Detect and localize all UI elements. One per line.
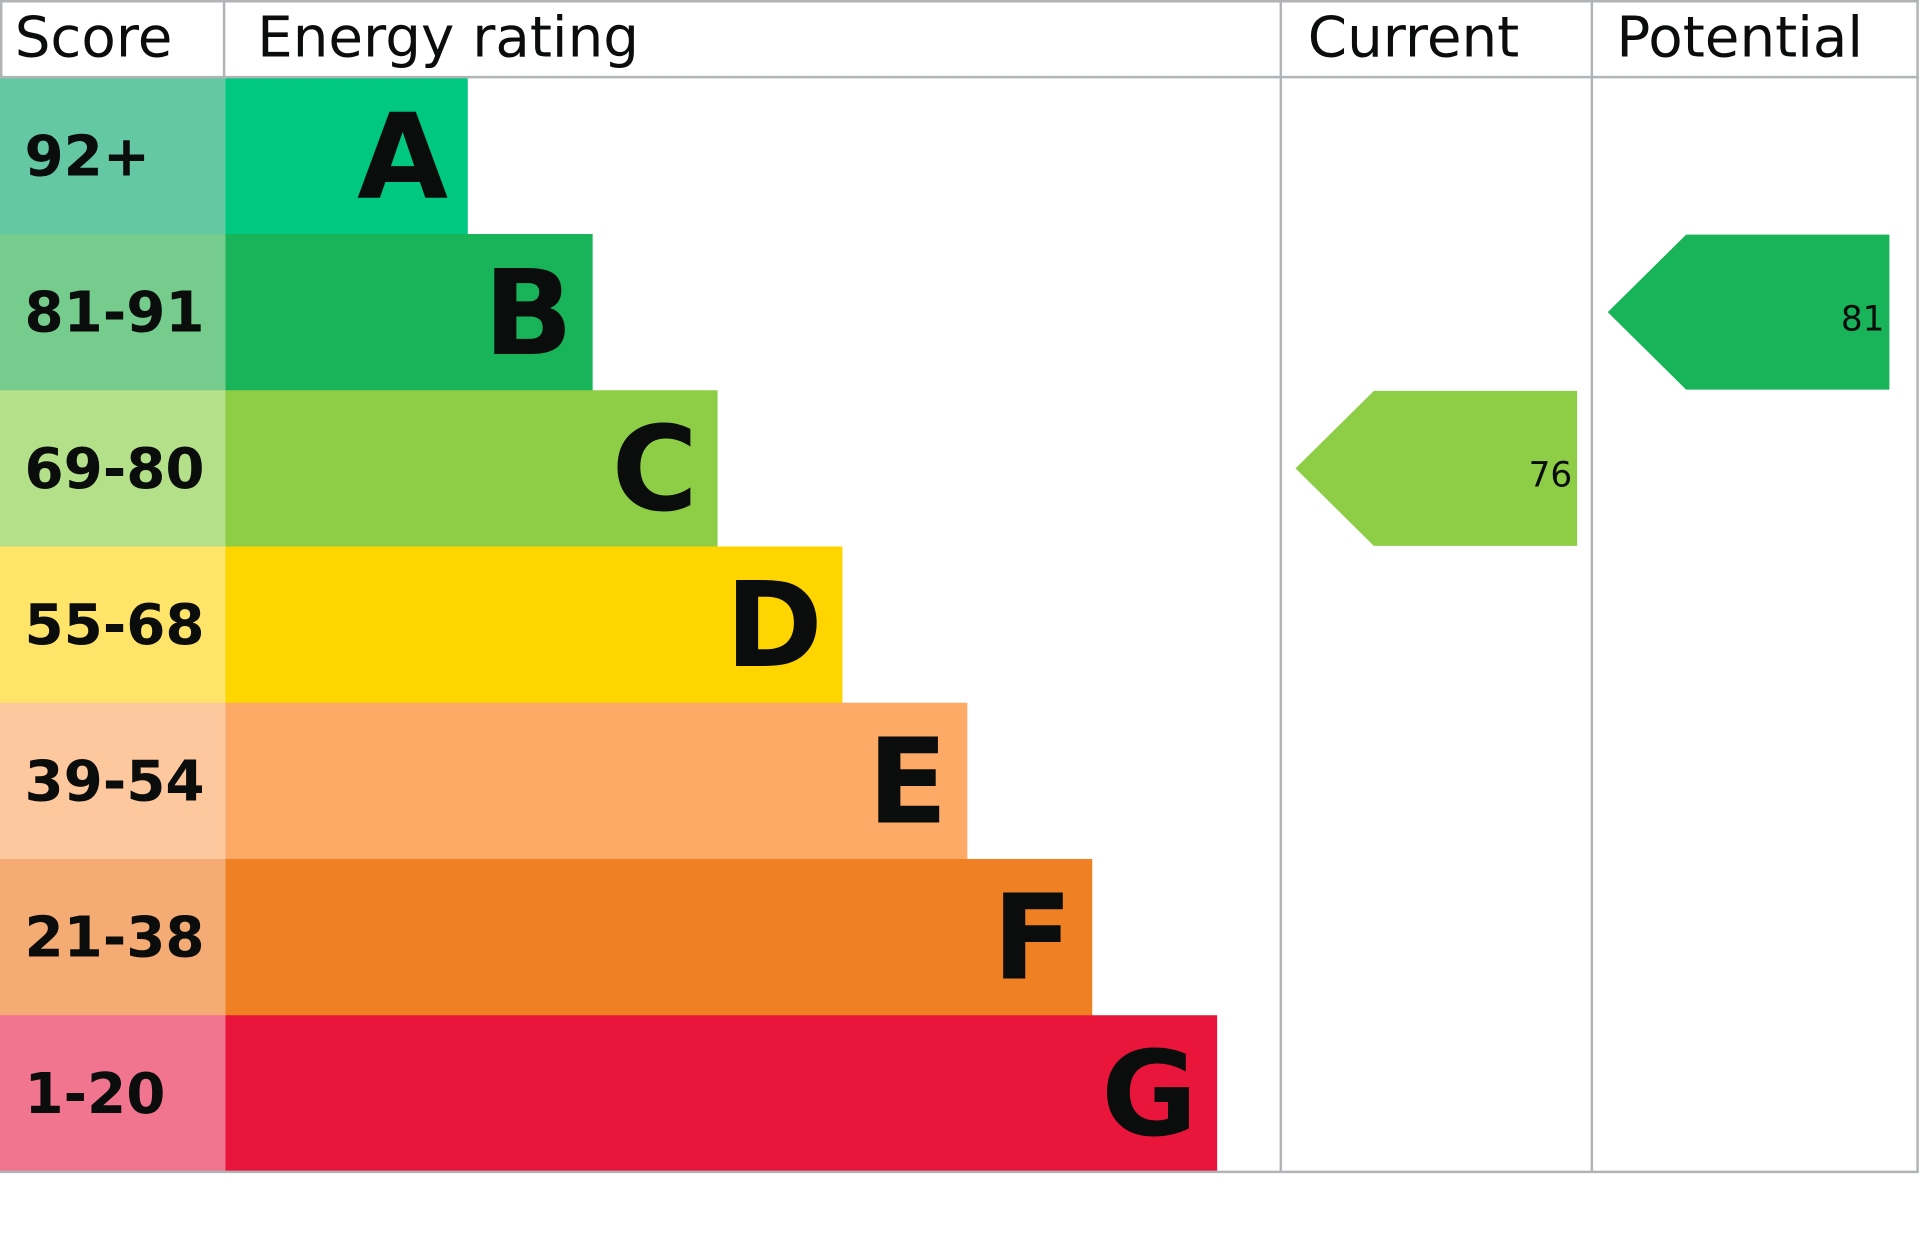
score-range-b: 81-91 [24,281,204,346]
grid-lines [0,0,1919,1174]
score-cell-b [0,234,226,391]
band-letter-b: B [483,245,573,382]
potential-rating-value: 81 [1841,299,1885,339]
band-bar-f [225,858,1093,1016]
band-bar-e [225,702,968,860]
band-letter-f: F [992,870,1072,1007]
bands: 92+ A 81-91 B 69-80 C 55-68 D 39-54 E 21-38 F 1-20 G [0,77,1218,1173]
current-rating-value: 76 [1529,456,1573,496]
band-letter-e: E [867,714,947,851]
score-cell-c [0,390,226,548]
score-cell-f [0,858,226,1016]
score-cell-a [0,77,226,235]
band-bar-g [225,1015,1218,1173]
header-energy-rating: Energy rating [257,5,639,70]
score-cell-g [0,1015,226,1173]
band-letter-a: A [357,89,448,226]
score-cell-d [0,546,226,704]
score-range-d: 55-68 [24,593,204,658]
score-range-g: 1-20 [24,1062,165,1127]
current-rating-arrow [1295,390,1578,546]
header-potential: Potential [1616,5,1863,70]
score-cell-e [0,702,226,860]
band-bar-c [225,390,718,548]
band-bar-a [225,77,468,235]
band-bar-d [225,546,843,704]
band-bar-b [225,234,593,391]
arrows: 76 81 [1295,234,1890,546]
header-current: Current [1308,5,1520,70]
score-range-c: 69-80 [24,437,204,502]
header-score: Score [15,5,173,70]
score-range-f: 21-38 [24,906,204,971]
score-range-e: 39-54 [24,749,204,814]
band-letter-c: C [612,401,698,538]
score-range-a: 92+ [24,124,150,189]
band-letter-g: G [1101,1026,1197,1163]
potential-rating-arrow [1607,234,1890,390]
band-letter-d: D [725,557,823,694]
